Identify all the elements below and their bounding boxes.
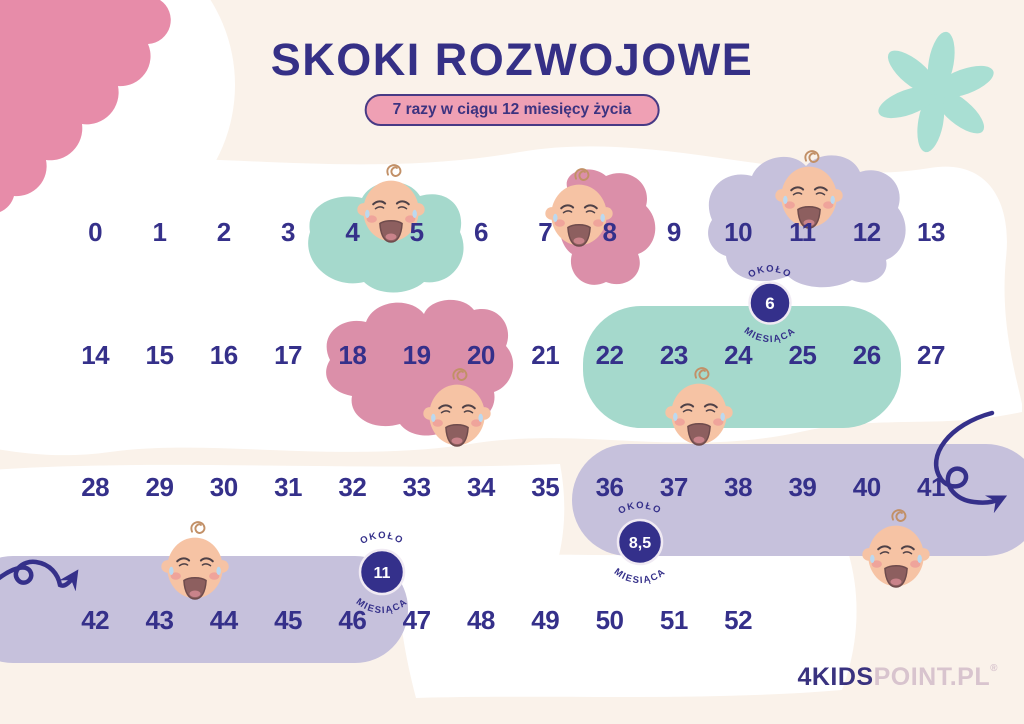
svg-text:OKOŁO: OKOŁO xyxy=(616,500,663,517)
svg-text:11: 11 xyxy=(374,565,391,582)
week-number: 14 xyxy=(81,340,110,370)
week-number: 3 xyxy=(281,217,296,247)
brand-logo-light: POINT.PL xyxy=(873,663,991,691)
week-number: 27 xyxy=(917,340,945,370)
week-number: 18 xyxy=(338,340,367,370)
week-number: 33 xyxy=(402,472,431,502)
week-number: 16 xyxy=(209,340,238,370)
svg-text:8,5: 8,5 xyxy=(629,535,651,552)
week-number: 0 xyxy=(88,217,103,247)
week-number: 10 xyxy=(724,217,753,247)
week-number: 8 xyxy=(602,217,617,247)
scallop-corner-shape xyxy=(0,0,171,212)
week-number: 41 xyxy=(917,472,945,502)
week-number: 40 xyxy=(852,472,881,502)
week-row-28-41: 28 29 30 31 32 33 34 35 36 37 38 39 40 41 xyxy=(63,472,963,503)
week-number: 36 xyxy=(595,472,624,502)
week-number: 35 xyxy=(531,472,560,502)
week-number: 9 xyxy=(666,217,681,247)
week-number: 28 xyxy=(81,472,110,502)
week-number: 20 xyxy=(466,340,495,370)
week-number: 25 xyxy=(788,340,817,370)
leap-band-weeks-36-41 xyxy=(572,444,1024,556)
week-number: 1 xyxy=(152,217,167,247)
week-number: 2 xyxy=(216,217,231,247)
week-number: 49 xyxy=(531,605,560,635)
week-number: 32 xyxy=(338,472,367,502)
week-number: 39 xyxy=(788,472,817,502)
week-number: 31 xyxy=(274,472,302,502)
week-number: 7 xyxy=(538,217,553,247)
week-row-42-52: 42 43 44 45 46 47 48 49 50 51 52 xyxy=(63,605,770,636)
week-number: 22 xyxy=(595,340,624,370)
week-number: 50 xyxy=(595,605,624,635)
week-number: 29 xyxy=(145,472,174,502)
week-number: 24 xyxy=(724,340,753,370)
svg-text:OKOŁO: OKOŁO xyxy=(358,530,405,547)
week-number: 43 xyxy=(145,605,174,635)
week-number: 47 xyxy=(402,605,431,635)
week-number: 23 xyxy=(659,340,688,370)
week-number: 21 xyxy=(531,340,560,370)
week-number: 46 xyxy=(338,605,367,635)
page-title: SKOKI ROZWOJOWE xyxy=(270,34,754,85)
week-number: 30 xyxy=(209,472,238,502)
week-number: 45 xyxy=(274,605,302,635)
brand-logo-bold: 4KIDS xyxy=(797,663,874,691)
svg-text:6: 6 xyxy=(765,294,774,313)
week-number: 34 xyxy=(466,472,495,502)
flower-icon xyxy=(878,31,994,153)
week-number: 52 xyxy=(724,605,753,635)
svg-text:OKOŁO: OKOŁO xyxy=(746,264,793,281)
registered-mark: ® xyxy=(990,663,998,674)
week-number: 42 xyxy=(81,605,110,635)
week-number: 44 xyxy=(209,605,238,635)
week-number: 48 xyxy=(466,605,495,635)
week-number: 37 xyxy=(659,472,688,502)
week-number: 51 xyxy=(659,605,688,635)
arrow-squiggle-right-icon xyxy=(933,410,1008,514)
week-number: 11 xyxy=(789,217,816,247)
week-number: 12 xyxy=(852,217,881,247)
week-number: 19 xyxy=(402,340,431,370)
week-number: 15 xyxy=(145,340,174,370)
week-number: 5 xyxy=(409,217,424,247)
week-number: 4 xyxy=(345,217,360,247)
brand-logo: 4KIDSPOINT.PL® xyxy=(797,663,998,692)
leap-blob-weeks-22-26 xyxy=(583,306,901,428)
week-number: 26 xyxy=(852,340,881,370)
week-row-0-13: 0 1 2 3 4 5 6 7 8 9 10 11 12 13 xyxy=(63,217,963,248)
week-row-14-27: 14 15 16 17 18 19 20 21 22 23 24 25 26 27 xyxy=(63,340,963,371)
week-number: 6 xyxy=(473,217,488,247)
week-number: 38 xyxy=(724,472,753,502)
subtitle-badge: 7 razy w ciągu 12 miesięcy życia xyxy=(364,94,660,126)
week-number: 17 xyxy=(274,340,302,370)
arrow-squiggle-left-icon xyxy=(0,559,79,592)
week-number: 13 xyxy=(917,217,945,247)
leap-band-weeks-42-46 xyxy=(0,556,408,663)
